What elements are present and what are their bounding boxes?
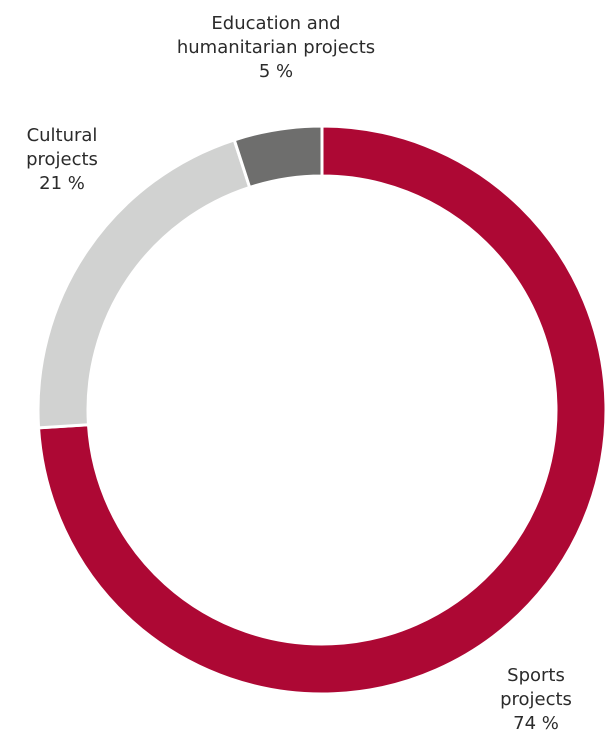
slice-label-education-line1: Education and: [211, 13, 341, 34]
slice-label-education-line2: humanitarian projects: [176, 37, 376, 58]
slice-value-education: 5 %: [258, 61, 294, 82]
slice-label-sports-line1: Sports: [507, 665, 565, 686]
slice-label-sports-line2: projects: [500, 689, 572, 710]
slice-label-sports: Sports projects 74 %: [470, 664, 602, 736]
slice-label-cultural: Cultural projects 21 %: [0, 124, 124, 196]
slice-value-cultural: 21 %: [39, 173, 85, 194]
slice-value-sports: 74 %: [513, 713, 559, 734]
slice-label-cultural-line2: projects: [26, 149, 98, 170]
slice-label-cultural-line1: Cultural: [26, 125, 98, 146]
donut-slice-education-and-humanitarian-projects: [232, 124, 324, 190]
slice-label-education: Education and humanitarian projects 5 %: [140, 12, 412, 84]
